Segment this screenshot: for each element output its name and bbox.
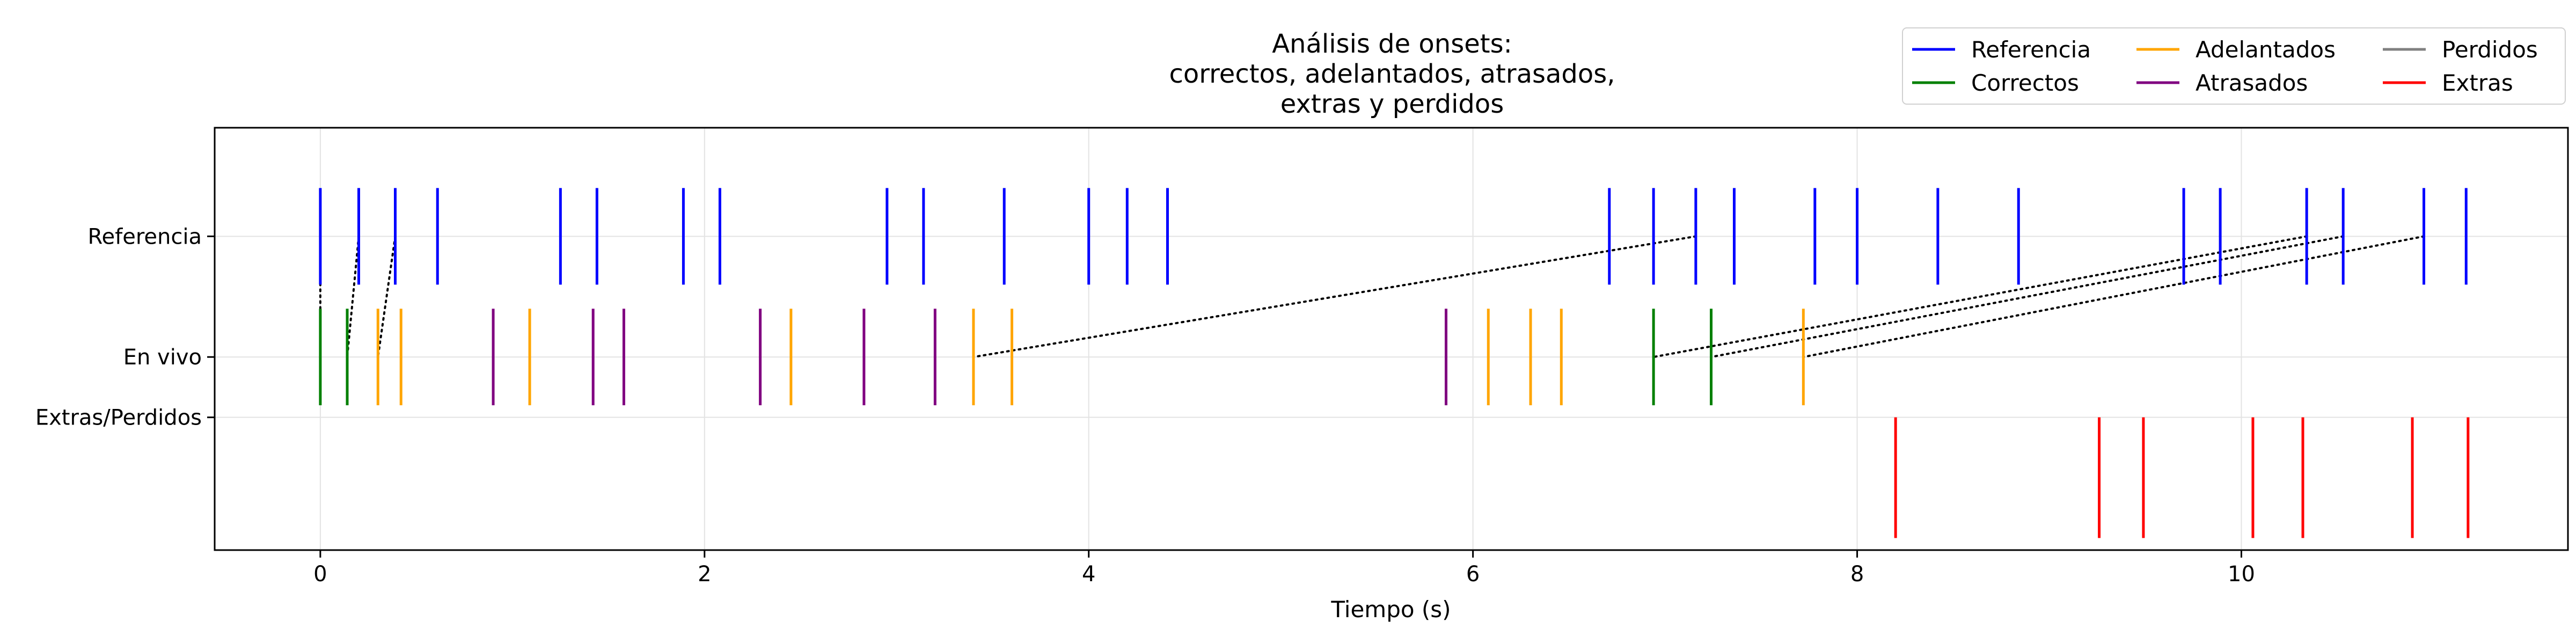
match-connection-line — [1652, 235, 2308, 358]
x-tick-label: 2 — [698, 562, 711, 587]
chart-title-line-1: Análisis de onsets: — [1272, 29, 1512, 59]
legend-label-atrasados: Atrasados — [2196, 70, 2308, 96]
legend-label-referencia: Referencia — [1971, 36, 2091, 63]
x-tick-label: 4 — [1082, 562, 1095, 587]
legend-label-perdidos: Perdidos — [2442, 36, 2538, 63]
x-tick-label: 0 — [313, 562, 327, 587]
x-tick-label: 10 — [2228, 562, 2255, 587]
match-connection-line — [1802, 235, 2425, 358]
chart-title-line-2: correctos, adelantados, atrasados, — [1169, 59, 1615, 89]
chart-title: Análisis de onsets: correctos, adelantad… — [1169, 29, 1615, 119]
match-connection-line — [377, 235, 397, 358]
chart-title-line-3: extras y perdidos — [1280, 89, 1504, 119]
y-tick-label: En vivo — [123, 345, 202, 370]
match-connection-lines — [319, 235, 2425, 358]
match-connection-line — [1710, 235, 2345, 358]
onset-marks — [319, 188, 2470, 538]
match-connection-line — [346, 235, 360, 358]
legend: Referencia Correctos Adelantados Atrasados P… — [1902, 27, 2566, 105]
grid-lines — [215, 128, 2568, 550]
legend-label-adelantados: Adelantados — [2196, 36, 2336, 63]
x-tick-label: 8 — [1850, 562, 1864, 587]
legend-box — [1902, 27, 2566, 105]
x-tick-label: 6 — [1466, 562, 1480, 587]
plot-frame — [214, 127, 2569, 551]
x-axis-label: Tiempo (s) — [1330, 596, 1451, 623]
legend-label-extras: Extras — [2442, 70, 2513, 96]
y-tick-label: Extras/Perdidos — [35, 406, 202, 430]
match-connection-line — [972, 235, 1697, 358]
axis-ticks: 0 2 4 6 8 10 Referencia En vivo Extras/Perdidos — [35, 224, 2255, 587]
legend-label-correctos: Correctos — [1971, 70, 2079, 96]
y-tick-label: Referencia — [88, 224, 202, 249]
